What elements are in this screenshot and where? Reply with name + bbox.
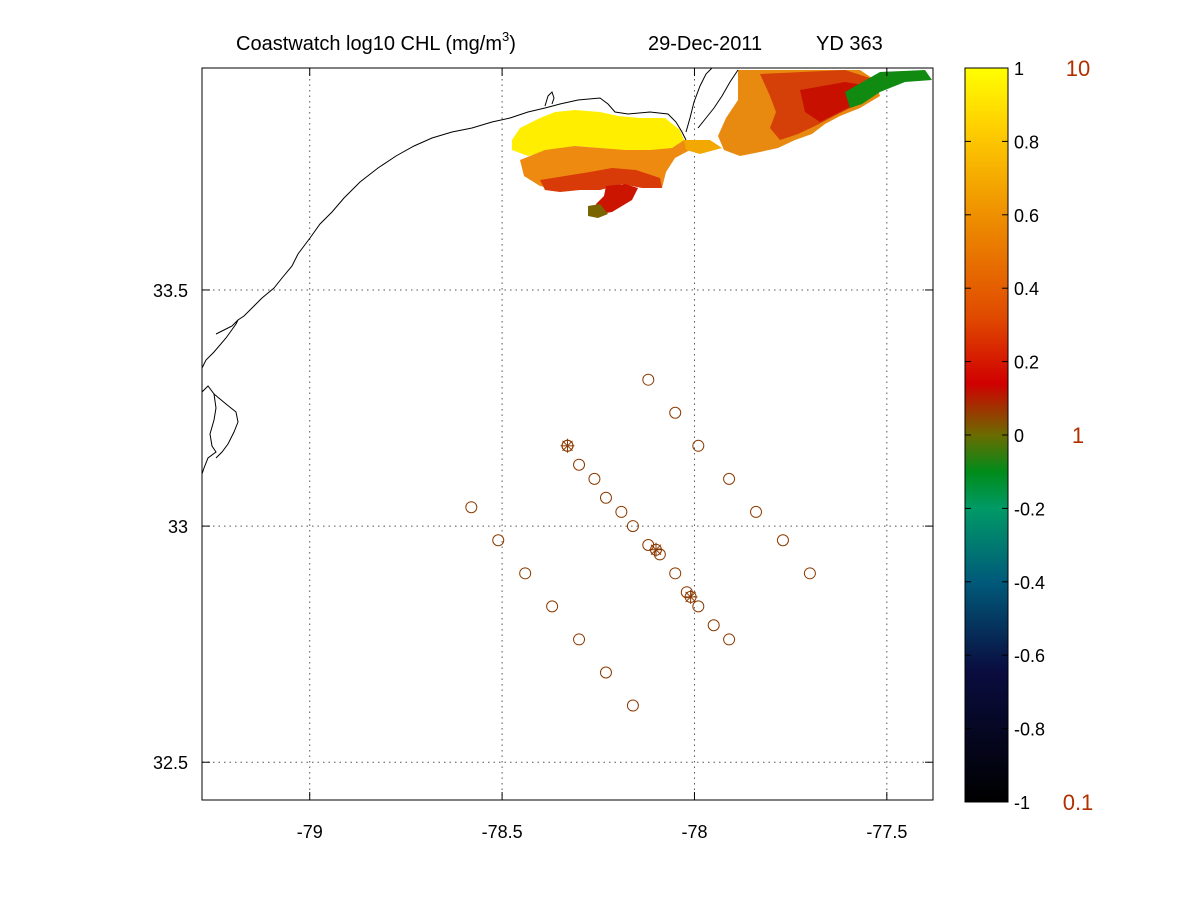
y-tick-label: 32.5 [153, 753, 188, 773]
station-marker [519, 567, 532, 580]
colorbar-tick-label: 0.4 [1014, 279, 1039, 299]
colorbar-tick-label: 0 [1014, 426, 1024, 446]
chlorophyll-field [512, 70, 932, 218]
station-marker [692, 600, 705, 613]
chl-patch-northeast [718, 70, 932, 156]
station-marker [626, 699, 639, 712]
colorbar-tick-label: -0.4 [1014, 573, 1045, 593]
coastline [202, 68, 739, 475]
chart-date: 29-Dec-2011 [648, 33, 762, 55]
station-marker [653, 548, 666, 561]
colorbar-concentration-label: 10 [1066, 56, 1090, 81]
colorbar-tick-label: 1 [1014, 59, 1024, 79]
colorbar-tick-label: 0.8 [1014, 132, 1039, 152]
gridlines [202, 68, 933, 800]
station-marker [680, 586, 693, 599]
station-marker [723, 633, 736, 646]
y-tick-label: 33.5 [153, 281, 188, 301]
x-tick-label: -79 [297, 822, 323, 842]
station-marker [669, 406, 682, 419]
colorbar-ticks: -1 -0.8 -0.6 -0.4 -0.2 0 0.2 0.4 0.6 0.8 1 [965, 59, 1045, 813]
station-marker [750, 505, 763, 518]
station-marker [546, 600, 559, 613]
station-marker [707, 619, 720, 632]
station-marker [669, 567, 682, 580]
y-tick-label: 33 [168, 517, 188, 537]
station-marker [599, 666, 612, 679]
station-markers [465, 373, 816, 712]
station-marker [465, 501, 478, 514]
chart-title: Coastwatch log10 CHL (mg/m3) [236, 29, 516, 55]
colorbar-tick-label: 0.6 [1014, 206, 1039, 226]
colorbar-concentration-labels: 10 1 0.1 [1063, 56, 1094, 815]
station-marker [692, 439, 705, 452]
axis-ticks: -79 -78.5 -78 -77.5 32.5 33 33.5 [153, 68, 933, 842]
station-marker [615, 505, 628, 518]
x-tick-label: -78 [681, 822, 707, 842]
colorbar-concentration-label: 0.1 [1063, 790, 1094, 815]
station-marker [626, 520, 639, 533]
cast-station-marker [560, 438, 575, 453]
cast-station-marker [683, 589, 698, 604]
map-frame [201, 67, 934, 801]
station-marker [803, 567, 816, 580]
colorbar-concentration-label: 1 [1072, 423, 1084, 448]
colorbar-tick-label: -0.6 [1014, 646, 1045, 666]
colorbar-tick-label: -0.2 [1014, 499, 1045, 519]
chart-yearday: YD 363 [816, 33, 883, 55]
map-axes: -79 -78.5 -78 -77.5 32.5 33 33.5 [153, 67, 934, 842]
station-marker [573, 633, 586, 646]
colorbar-tick-label: 0.2 [1014, 353, 1039, 373]
station-marker [492, 534, 505, 547]
station-marker [599, 491, 612, 504]
cast-station-marker [648, 542, 663, 557]
station-marker [776, 534, 789, 547]
x-tick-label: -78.5 [482, 822, 523, 842]
x-tick-label: -77.5 [866, 822, 907, 842]
colorbar-tick-label: -1 [1014, 793, 1030, 813]
colorbar-gradient [964, 67, 1009, 803]
station-marker [723, 472, 736, 485]
station-marker [642, 373, 655, 386]
colorbar-tick-label: -0.8 [1014, 720, 1045, 740]
chl-patch-bay [512, 110, 722, 218]
colorbar: -1 -0.8 -0.6 -0.4 -0.2 0 0.2 0.4 0.6 0.8 1 10 1 0.1 [964, 56, 1094, 815]
station-marker [573, 458, 586, 471]
station-marker [588, 472, 601, 485]
